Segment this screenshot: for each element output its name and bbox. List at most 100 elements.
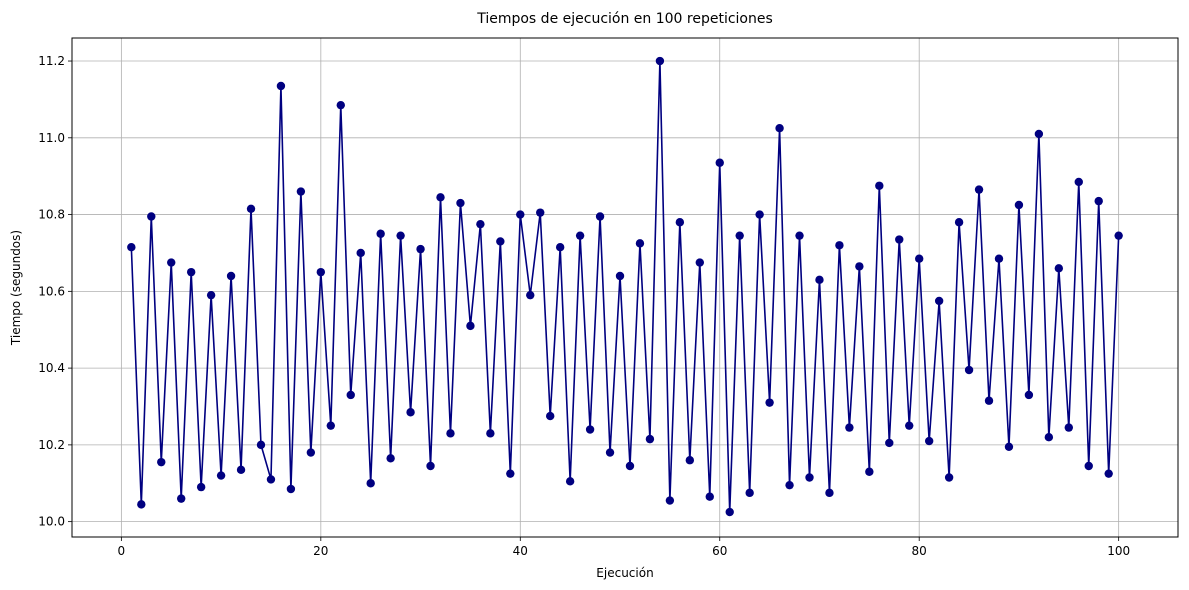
- data-point: [276, 81, 286, 91]
- data-point: [326, 421, 335, 430]
- data-point: [885, 438, 894, 448]
- data-point: [745, 488, 754, 498]
- data-point: [685, 456, 695, 465]
- data-point: [127, 242, 136, 252]
- data-point: [715, 158, 724, 167]
- data-point: [376, 229, 385, 238]
- data-point: [336, 100, 345, 110]
- data-point: [1064, 423, 1073, 432]
- data-point: [615, 271, 625, 281]
- data-point: [206, 290, 216, 300]
- data-point: [296, 187, 306, 196]
- data-point: [625, 461, 635, 471]
- data-point: [705, 492, 714, 501]
- data-point: [655, 56, 665, 66]
- data-point: [805, 473, 814, 482]
- x-tick-label: 40: [513, 544, 528, 558]
- data-point: [855, 262, 864, 271]
- data-point: [755, 210, 764, 219]
- data-point: [346, 390, 355, 400]
- data-point: [526, 290, 535, 300]
- data-point: [306, 448, 316, 457]
- data-point: [725, 507, 734, 517]
- x-tick-label: 80: [912, 544, 927, 558]
- data-point: [595, 212, 605, 221]
- chart-title: Tiempos de ejecución en 100 repeticiones: [476, 11, 773, 27]
- data-point: [1114, 231, 1123, 240]
- data-point: [915, 254, 924, 263]
- data-point: [585, 425, 595, 434]
- data-series: [127, 56, 1123, 517]
- data-point: [695, 258, 704, 267]
- data-point: [765, 398, 774, 407]
- data-point: [496, 237, 505, 246]
- data-point: [177, 494, 186, 503]
- data-point: [665, 496, 675, 505]
- x-axis-title: Ejecución: [596, 566, 653, 580]
- y-tick-label: 10.8: [38, 208, 65, 222]
- y-axis: 10.0 10.2 10.4 10.6 10.8 11.0 11.2: [38, 54, 72, 529]
- y-tick-label: 10.6: [38, 284, 65, 298]
- data-point: [476, 219, 485, 229]
- data-point: [1004, 442, 1014, 451]
- series-line: [130, 60, 1120, 513]
- data-point: [426, 461, 435, 471]
- data-point: [216, 471, 226, 480]
- data-point: [875, 181, 884, 190]
- data-point: [565, 477, 575, 486]
- data-point: [974, 185, 984, 194]
- data-point: [924, 436, 934, 446]
- data-point: [436, 193, 445, 202]
- y-tick-label: 10.0: [38, 515, 65, 529]
- data-point: [466, 321, 475, 331]
- data-point: [246, 204, 256, 214]
- data-point: [1054, 264, 1064, 273]
- data-point: [316, 267, 326, 277]
- data-point: [845, 423, 854, 432]
- data-point: [226, 271, 236, 281]
- data-point: [266, 475, 276, 484]
- data-point: [1084, 461, 1093, 471]
- data-point: [905, 421, 914, 430]
- x-tick-label: 20: [313, 544, 328, 558]
- data-point: [675, 218, 685, 227]
- data-point: [386, 454, 395, 463]
- data-point: [256, 440, 266, 450]
- data-point: [456, 198, 465, 208]
- data-point: [815, 275, 824, 285]
- data-point: [555, 242, 565, 252]
- data-point: [994, 254, 1004, 263]
- y-axis-title: Tiempo (segundos): [9, 230, 23, 346]
- data-point: [446, 429, 455, 438]
- data-point: [954, 218, 964, 227]
- data-point: [835, 241, 844, 250]
- data-point: [895, 235, 904, 244]
- data-point: [1024, 390, 1034, 400]
- data-point: [964, 365, 974, 375]
- data-point: [157, 457, 166, 467]
- data-point: [605, 448, 615, 457]
- data-point: [406, 408, 415, 417]
- data-point: [486, 429, 495, 438]
- data-point: [1044, 433, 1054, 442]
- data-point: [416, 244, 425, 254]
- data-point: [635, 239, 645, 248]
- y-tick-label: 10.2: [38, 438, 65, 452]
- data-point: [795, 231, 804, 240]
- data-point: [1094, 196, 1103, 206]
- data-point: [1074, 177, 1083, 187]
- data-point: [196, 482, 206, 492]
- y-tick-label: 11.0: [38, 131, 65, 145]
- data-point: [1034, 129, 1044, 139]
- x-tick-label: 100: [1107, 544, 1130, 558]
- data-point: [366, 479, 375, 488]
- data-point: [286, 484, 296, 494]
- data-point: [575, 231, 585, 240]
- y-tick-label: 11.2: [38, 54, 65, 68]
- data-point: [825, 488, 834, 498]
- data-point: [396, 231, 405, 240]
- data-point: [236, 465, 246, 475]
- y-tick-label: 10.4: [38, 361, 65, 375]
